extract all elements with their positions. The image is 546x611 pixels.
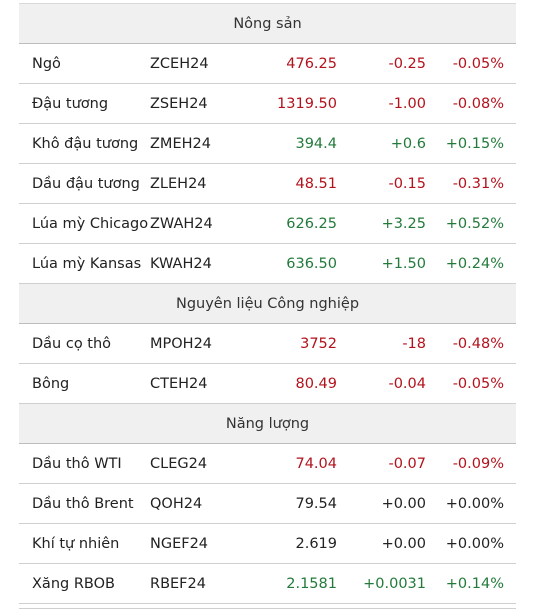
section-title: Nông sản [233, 15, 302, 32]
commodity-price-table: Nông sản Ngô ZCEH24 476.25 -0.25 -0.05% … [19, 3, 516, 609]
commodity-change: +0.0031 [363, 575, 426, 592]
table-row: Bông CTEH24 80.49 -0.04 -0.05% [19, 364, 516, 404]
commodity-change-percent: -0.05% [452, 375, 504, 392]
commodity-name: Xăng RBOB [32, 575, 115, 592]
section-header-nguyen-lieu-cong-nghiep: Nguyên liệu Công nghiệp [19, 284, 516, 324]
table-row: Lúa mỳ Chicago ZWAH24 626.25 +3.25 +0.52… [19, 204, 516, 244]
commodity-price: 636.50 [286, 255, 337, 272]
commodity-change-percent: +0.00% [445, 495, 504, 512]
commodity-change-percent: +0.24% [445, 255, 504, 272]
section-header-nang-luong: Năng lượng [19, 404, 516, 444]
commodity-price: 1319.50 [277, 95, 337, 112]
table-row: Dầu cọ thô MPOH24 3752 -18 -0.48% [19, 324, 516, 364]
commodity-code: ZWAH24 [150, 215, 213, 232]
commodity-price: 79.54 [295, 495, 337, 512]
table-row: Khô đậu tương ZMEH24 394.4 +0.6 +0.15% [19, 124, 516, 164]
commodity-name: Dầu cọ thô [32, 335, 112, 352]
commodity-price: 3752 [300, 335, 337, 352]
commodity-change: -0.25 [388, 55, 426, 72]
commodity-price: 394.4 [295, 135, 337, 152]
commodity-code: KWAH24 [150, 255, 212, 272]
commodity-price: 626.25 [286, 215, 337, 232]
commodity-change-percent: +0.15% [445, 135, 504, 152]
commodity-name: Khô đậu tương [32, 135, 139, 152]
commodity-change-percent: -0.09% [452, 455, 504, 472]
commodity-name: Khí tự nhiên [32, 535, 120, 552]
commodity-change: -0.15 [388, 175, 426, 192]
commodity-name: Ngô [32, 55, 61, 72]
commodity-change: -0.07 [388, 455, 426, 472]
commodity-code: QOH24 [150, 495, 203, 512]
commodity-code: ZLEH24 [150, 175, 207, 192]
commodity-change-percent: -0.31% [452, 175, 504, 192]
commodity-name: Lúa mỳ Chicago [32, 215, 149, 232]
table-row: Dầu đậu tương ZLEH24 48.51 -0.15 -0.31% [19, 164, 516, 204]
commodity-name: Lúa mỳ Kansas [32, 255, 142, 272]
table-row: Khí tự nhiên NGEF24 2.619 +0.00 +0.00% [19, 524, 516, 564]
commodity-price: 2.619 [295, 535, 337, 552]
commodity-code: CLEG24 [150, 455, 208, 472]
table-row: Lúa mỳ Kansas KWAH24 636.50 +1.50 +0.24% [19, 244, 516, 284]
commodity-change-percent: +0.52% [445, 215, 504, 232]
section-title: Năng lượng [225, 415, 310, 432]
commodity-change: -18 [402, 335, 426, 352]
commodity-code: CTEH24 [150, 375, 208, 392]
commodity-change: +0.00 [381, 495, 426, 512]
commodity-change-percent: -0.08% [452, 95, 504, 112]
commodity-change: -1.00 [388, 95, 426, 112]
table-row: Xăng RBOB RBEF24 2.1581 +0.0031 +0.14% [19, 564, 516, 604]
commodity-name: Dầu đậu tương [32, 175, 140, 192]
commodity-change: +0.00 [381, 535, 426, 552]
commodity-change: +0.6 [390, 135, 426, 152]
commodity-code: ZSEH24 [150, 95, 208, 112]
commodity-code: RBEF24 [150, 575, 206, 592]
table-row: Ngô ZCEH24 476.25 -0.25 -0.05% [19, 44, 516, 84]
section-title: Nguyên liệu Công nghiệp [175, 295, 360, 312]
commodity-code: MPOH24 [150, 335, 213, 352]
commodity-change-percent: -0.48% [452, 335, 504, 352]
commodity-change-percent: +0.14% [445, 575, 504, 592]
commodity-name: Dầu thô WTI [32, 455, 122, 472]
commodity-name: Bông [32, 375, 70, 392]
commodity-price: 476.25 [286, 55, 337, 72]
table-row: Dầu thô WTI CLEG24 74.04 -0.07 -0.09% [19, 444, 516, 484]
commodity-price: 80.49 [295, 375, 337, 392]
commodity-price: 2.1581 [286, 575, 337, 592]
commodity-name: Đậu tương [32, 95, 109, 112]
commodity-code: ZMEH24 [150, 135, 211, 152]
commodity-change: +3.25 [381, 215, 426, 232]
table-row: Dầu thô Brent QOH24 79.54 +0.00 +0.00% [19, 484, 516, 524]
table-row: Đậu tương ZSEH24 1319.50 -1.00 -0.08% [19, 84, 516, 124]
commodity-code: NGEF24 [150, 535, 209, 552]
section-header-nong-san: Nông sản [19, 4, 516, 44]
commodity-change-percent: +0.00% [445, 535, 504, 552]
commodity-name: Dầu thô Brent [32, 495, 134, 512]
commodity-code: ZCEH24 [150, 55, 209, 72]
commodity-change: -0.04 [388, 375, 426, 392]
table-bottom-divider [19, 604, 516, 609]
commodity-price: 74.04 [295, 455, 337, 472]
commodity-change-percent: -0.05% [452, 55, 504, 72]
commodity-change: +1.50 [381, 255, 426, 272]
commodity-price: 48.51 [295, 175, 337, 192]
